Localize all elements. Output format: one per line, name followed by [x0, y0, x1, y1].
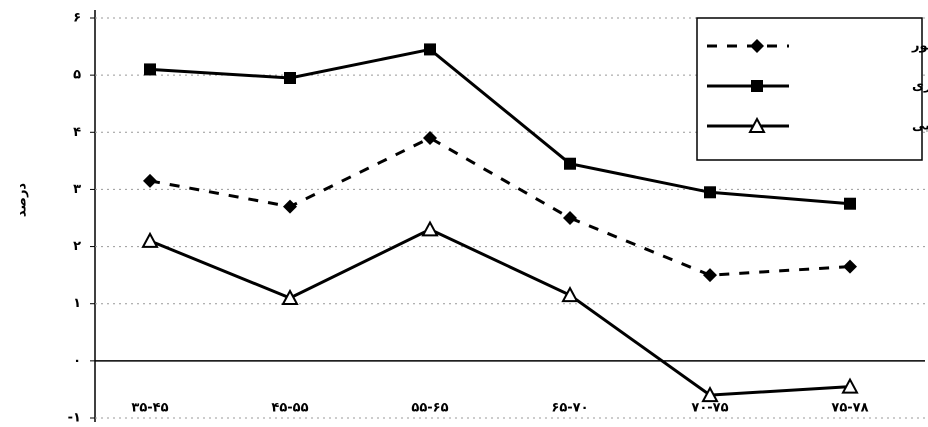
- y-tick-label: ۵: [73, 68, 81, 83]
- x-tick-label: ۵۵-۶۵: [411, 401, 448, 416]
- series-line: [149, 47, 851, 206]
- y-tick-label: ۲: [73, 239, 81, 254]
- x-tick-label: ۷۵-۷۸: [831, 401, 868, 416]
- y-tick-label: ۰: [73, 353, 81, 368]
- marker: [841, 377, 859, 394]
- marker: [564, 157, 576, 170]
- legend-marker: [751, 80, 763, 92]
- marker: [144, 63, 156, 76]
- marker: [843, 259, 857, 274]
- marker: [703, 268, 717, 283]
- legend-marker: [748, 116, 766, 133]
- y-tick-label: ۱: [73, 296, 81, 311]
- marker: [141, 231, 159, 248]
- marker: [421, 220, 439, 237]
- x-tick-label: ۷۰-۷۵: [691, 401, 728, 416]
- marker: [284, 72, 296, 84]
- marker: [281, 288, 299, 305]
- x-tick-label: ۴۵-۵۵: [271, 401, 308, 416]
- legend-box: [696, 17, 923, 161]
- marker: [423, 131, 437, 145]
- y-tick-label: -۱: [68, 411, 81, 426]
- series-line: [149, 227, 851, 397]
- legend-label: شهری: [912, 79, 928, 94]
- marker: [701, 386, 719, 403]
- marker: [844, 197, 856, 210]
- y-tick-label: ۳: [73, 182, 81, 197]
- x-tick-label: ۳۵-۴۵: [131, 401, 168, 416]
- legend-marker: [750, 39, 764, 53]
- legend-label: روستایی: [912, 119, 928, 134]
- marker: [704, 186, 716, 199]
- marker: [561, 286, 579, 303]
- marker: [143, 173, 157, 188]
- marker: [563, 211, 577, 225]
- y-axis-label: درصد: [15, 183, 30, 218]
- legend-label: کل کشور: [911, 39, 928, 54]
- x-tick-label: ۶۵-۷۰: [551, 401, 588, 416]
- marker: [283, 199, 297, 214]
- y-tick-label: ۶: [73, 11, 81, 26]
- y-tick-label: ۴: [73, 125, 81, 140]
- marker: [424, 43, 436, 56]
